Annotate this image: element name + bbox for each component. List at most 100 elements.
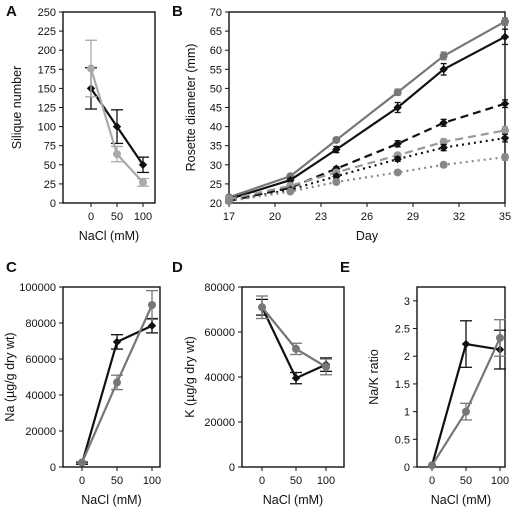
data-point — [138, 160, 148, 169]
data-point — [439, 137, 448, 146]
series-1 — [225, 17, 509, 202]
x-axis-label: NaCl (mM) — [431, 493, 491, 507]
data-point — [332, 145, 341, 154]
y-tick-label: 40000 — [25, 390, 56, 402]
series-line — [228, 35, 506, 201]
series-4 — [225, 125, 509, 204]
y-tick-label: 150 — [38, 83, 56, 95]
series-5 — [224, 133, 510, 206]
series-line — [228, 129, 506, 201]
data-point — [87, 64, 95, 73]
data-point — [332, 135, 341, 144]
x-tick-label: 50 — [111, 211, 123, 223]
y-tick-label: 55 — [210, 64, 222, 76]
y-tick-label: 0.5 — [395, 434, 410, 446]
y-tick-label: 20000 — [204, 417, 235, 429]
panel-letter: C — [6, 259, 17, 276]
data-point — [439, 51, 448, 60]
x-tick-label: 20 — [269, 211, 281, 223]
y-tick-label: 100 — [38, 122, 56, 134]
data-point — [332, 177, 341, 186]
series-2 — [428, 319, 506, 470]
data-point — [461, 339, 471, 349]
data-point — [393, 88, 402, 97]
panel-letter: A — [6, 3, 17, 20]
y-tick-label: 60000 — [204, 327, 235, 339]
x-tick-label: 100 — [491, 475, 509, 487]
panel-letter: B — [172, 3, 183, 20]
series-1 — [76, 317, 158, 468]
y-tick-label: 65 — [210, 26, 222, 38]
data-point — [439, 65, 448, 74]
plot-frame — [62, 11, 156, 204]
data-point — [393, 154, 402, 164]
data-point — [139, 178, 147, 187]
y-tick-label: 3 — [404, 296, 410, 308]
data-point — [501, 126, 509, 135]
series-line — [228, 156, 506, 203]
data-point — [501, 153, 509, 162]
data-point — [500, 133, 510, 143]
data-point — [428, 461, 436, 470]
data-point — [500, 32, 510, 42]
x-tick-label: 100 — [134, 211, 152, 223]
y-tick-label: 1.5 — [395, 379, 410, 391]
y-tick-label: 45 — [210, 103, 222, 115]
y-tick-label: 35 — [210, 141, 222, 153]
plot-frame — [228, 11, 506, 204]
series-line — [261, 306, 327, 368]
panel-d: D 0 20000 40000 60000 80000 0 50 100 NaCl (mM) K (… — [172, 259, 345, 507]
y-tick-label: 40000 — [204, 372, 235, 384]
plot-frame — [416, 286, 506, 468]
data-point — [286, 175, 295, 185]
x-tick-label: 29 — [407, 211, 419, 223]
data-point — [332, 172, 341, 181]
y-tick-label: 20000 — [25, 426, 56, 438]
data-point — [322, 362, 330, 371]
x-axis-label: NaCl (mM) — [263, 493, 323, 507]
y-tick-label: 100000 — [19, 282, 56, 294]
x-tick-label: 50 — [460, 475, 472, 487]
y-tick-label: 50 — [44, 160, 56, 172]
x-tick-label: 35 — [499, 211, 511, 223]
data-point — [496, 333, 504, 342]
y-tick-label: 125 — [38, 103, 56, 115]
series-line — [228, 102, 506, 203]
y-tick-label: 0 — [404, 462, 410, 474]
y-tick-label: 80000 — [25, 318, 56, 330]
y-tick-label: 200 — [38, 45, 56, 57]
y-tick-label: 40 — [210, 122, 222, 134]
data-point — [291, 373, 301, 383]
data-point — [439, 118, 448, 127]
data-point — [112, 337, 122, 347]
x-tick-label: 50 — [290, 475, 302, 487]
y-tick-label: 60 — [210, 45, 222, 57]
panel-letter: E — [340, 259, 350, 276]
y-tick-label: 70 — [210, 7, 222, 19]
panel-a: A 0 25 50 75 100 125 150 175 200 225 250 0 50 100 NaCl … — [6, 3, 156, 243]
y-tick-label: 20 — [210, 198, 222, 210]
y-tick-label: 25 — [44, 179, 56, 191]
y-axis-label: Silique number — [10, 66, 24, 149]
x-tick-label: 50 — [111, 475, 123, 487]
series-2 — [76, 289, 158, 467]
panel-letter: D — [172, 259, 183, 276]
y-axis-label: K (µg/g dry wt) — [183, 336, 197, 418]
data-point — [148, 301, 156, 309]
data-point — [258, 303, 266, 312]
y-axis-label: Na (µg/g dry wt) — [3, 332, 17, 421]
data-point — [78, 458, 86, 467]
y-axis-label: Rosette diameter (mm) — [184, 44, 198, 172]
y-tick-label: 80000 — [204, 282, 235, 294]
y-tick-label: 0 — [229, 462, 235, 474]
y-tick-label: 30 — [210, 160, 222, 172]
x-tick-label: 17 — [223, 211, 235, 223]
y-tick-label: 60000 — [25, 354, 56, 366]
data-point — [225, 197, 233, 206]
data-point — [393, 139, 402, 148]
y-tick-label: 2.5 — [395, 324, 410, 336]
